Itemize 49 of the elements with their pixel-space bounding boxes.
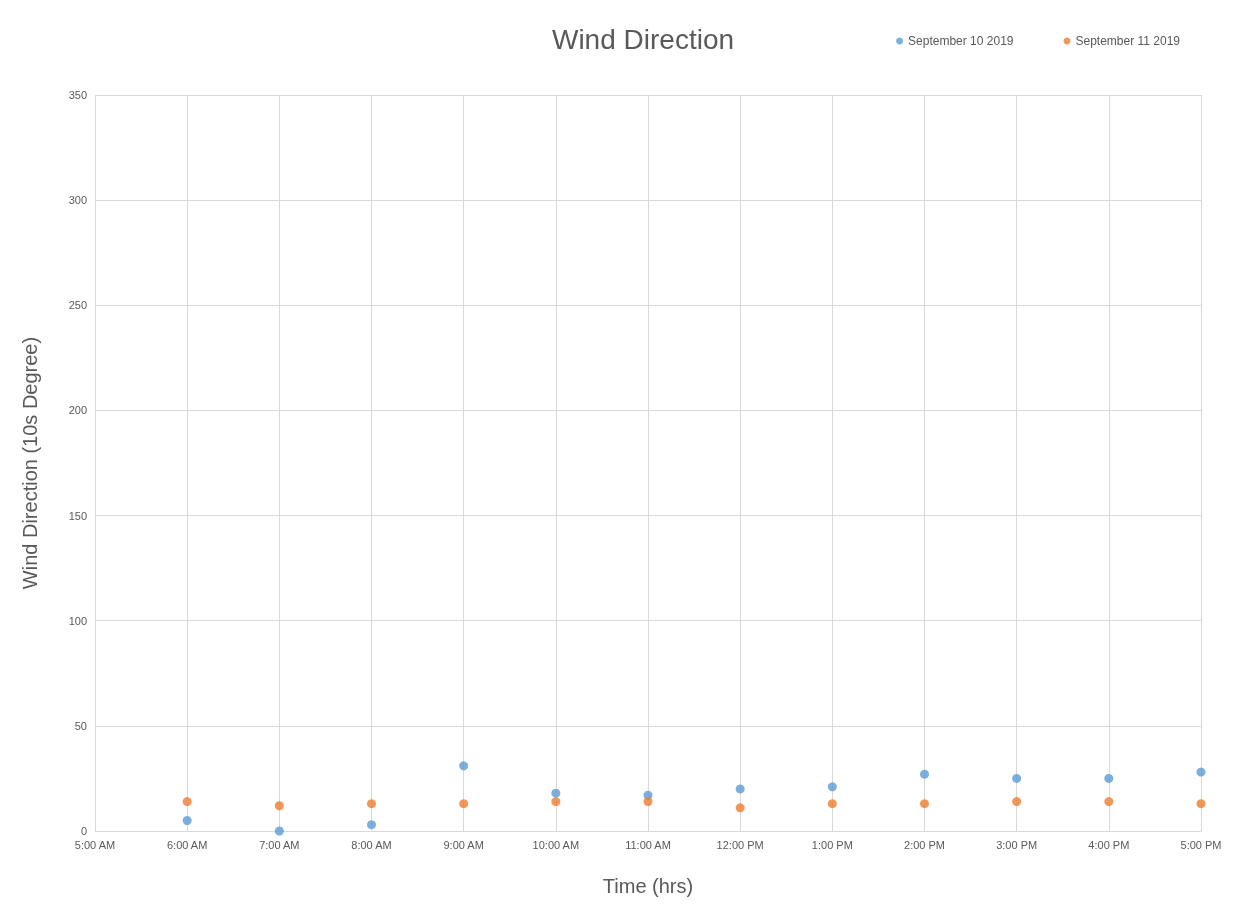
point	[735, 803, 745, 813]
point	[1104, 797, 1114, 807]
x-tick-label: 6:00 AM	[166, 838, 208, 851]
x-tick-label: 5:00 AM	[74, 838, 116, 851]
point	[182, 815, 192, 825]
x-axis-title: Time (hrs)	[602, 875, 694, 897]
x-tick-label: 9:00 AM	[443, 838, 484, 851]
x-tick-label: 5:00 PM	[1180, 838, 1222, 851]
y-tick-label: 50	[74, 719, 87, 732]
chart-title: Wind Direction	[551, 23, 735, 55]
y-tick-label: 0	[80, 825, 87, 837]
x-tick-label: 3:00 PM	[996, 838, 1038, 851]
y-tick-label: 100	[68, 614, 87, 627]
point	[367, 820, 376, 830]
y-tick-label: 150	[68, 509, 87, 522]
x-tick-label: 12:00 PM	[716, 838, 764, 851]
y-axis-title: Wind Direction (10s Degree)	[19, 336, 41, 590]
point	[274, 801, 284, 811]
point	[551, 788, 561, 798]
legend-label: September 10 2019	[908, 34, 1014, 48]
x-tick-label: 7:00 AM	[259, 838, 300, 851]
x-tick-label: 11:00 AM	[625, 838, 671, 851]
x-tick-label: 2:00 PM	[904, 838, 945, 851]
point	[827, 782, 837, 792]
x-tick-label: 8:00 AM	[351, 838, 392, 851]
point	[367, 799, 376, 809]
point	[1196, 799, 1206, 809]
point	[1012, 797, 1022, 807]
point	[182, 797, 192, 807]
point	[459, 799, 469, 809]
point	[827, 799, 837, 809]
point	[920, 799, 929, 809]
point	[274, 826, 284, 836]
point	[1012, 773, 1022, 783]
point	[643, 797, 653, 807]
x-tick-label: 4:00 PM	[1088, 838, 1130, 851]
y-tick-label: 350	[68, 89, 87, 101]
point	[1196, 767, 1206, 777]
x-tick-label: 10:00 AM	[532, 838, 580, 851]
y-tick-label: 200	[68, 404, 87, 417]
y-tick-label: 300	[68, 194, 87, 207]
point	[459, 761, 469, 771]
legend-label: September 11 2019	[1075, 34, 1181, 48]
y-tick-label: 250	[68, 299, 87, 312]
point	[1104, 773, 1114, 783]
point	[551, 797, 561, 807]
point	[920, 769, 929, 779]
point	[735, 784, 745, 794]
x-tick-label: 1:00 PM	[811, 838, 853, 851]
